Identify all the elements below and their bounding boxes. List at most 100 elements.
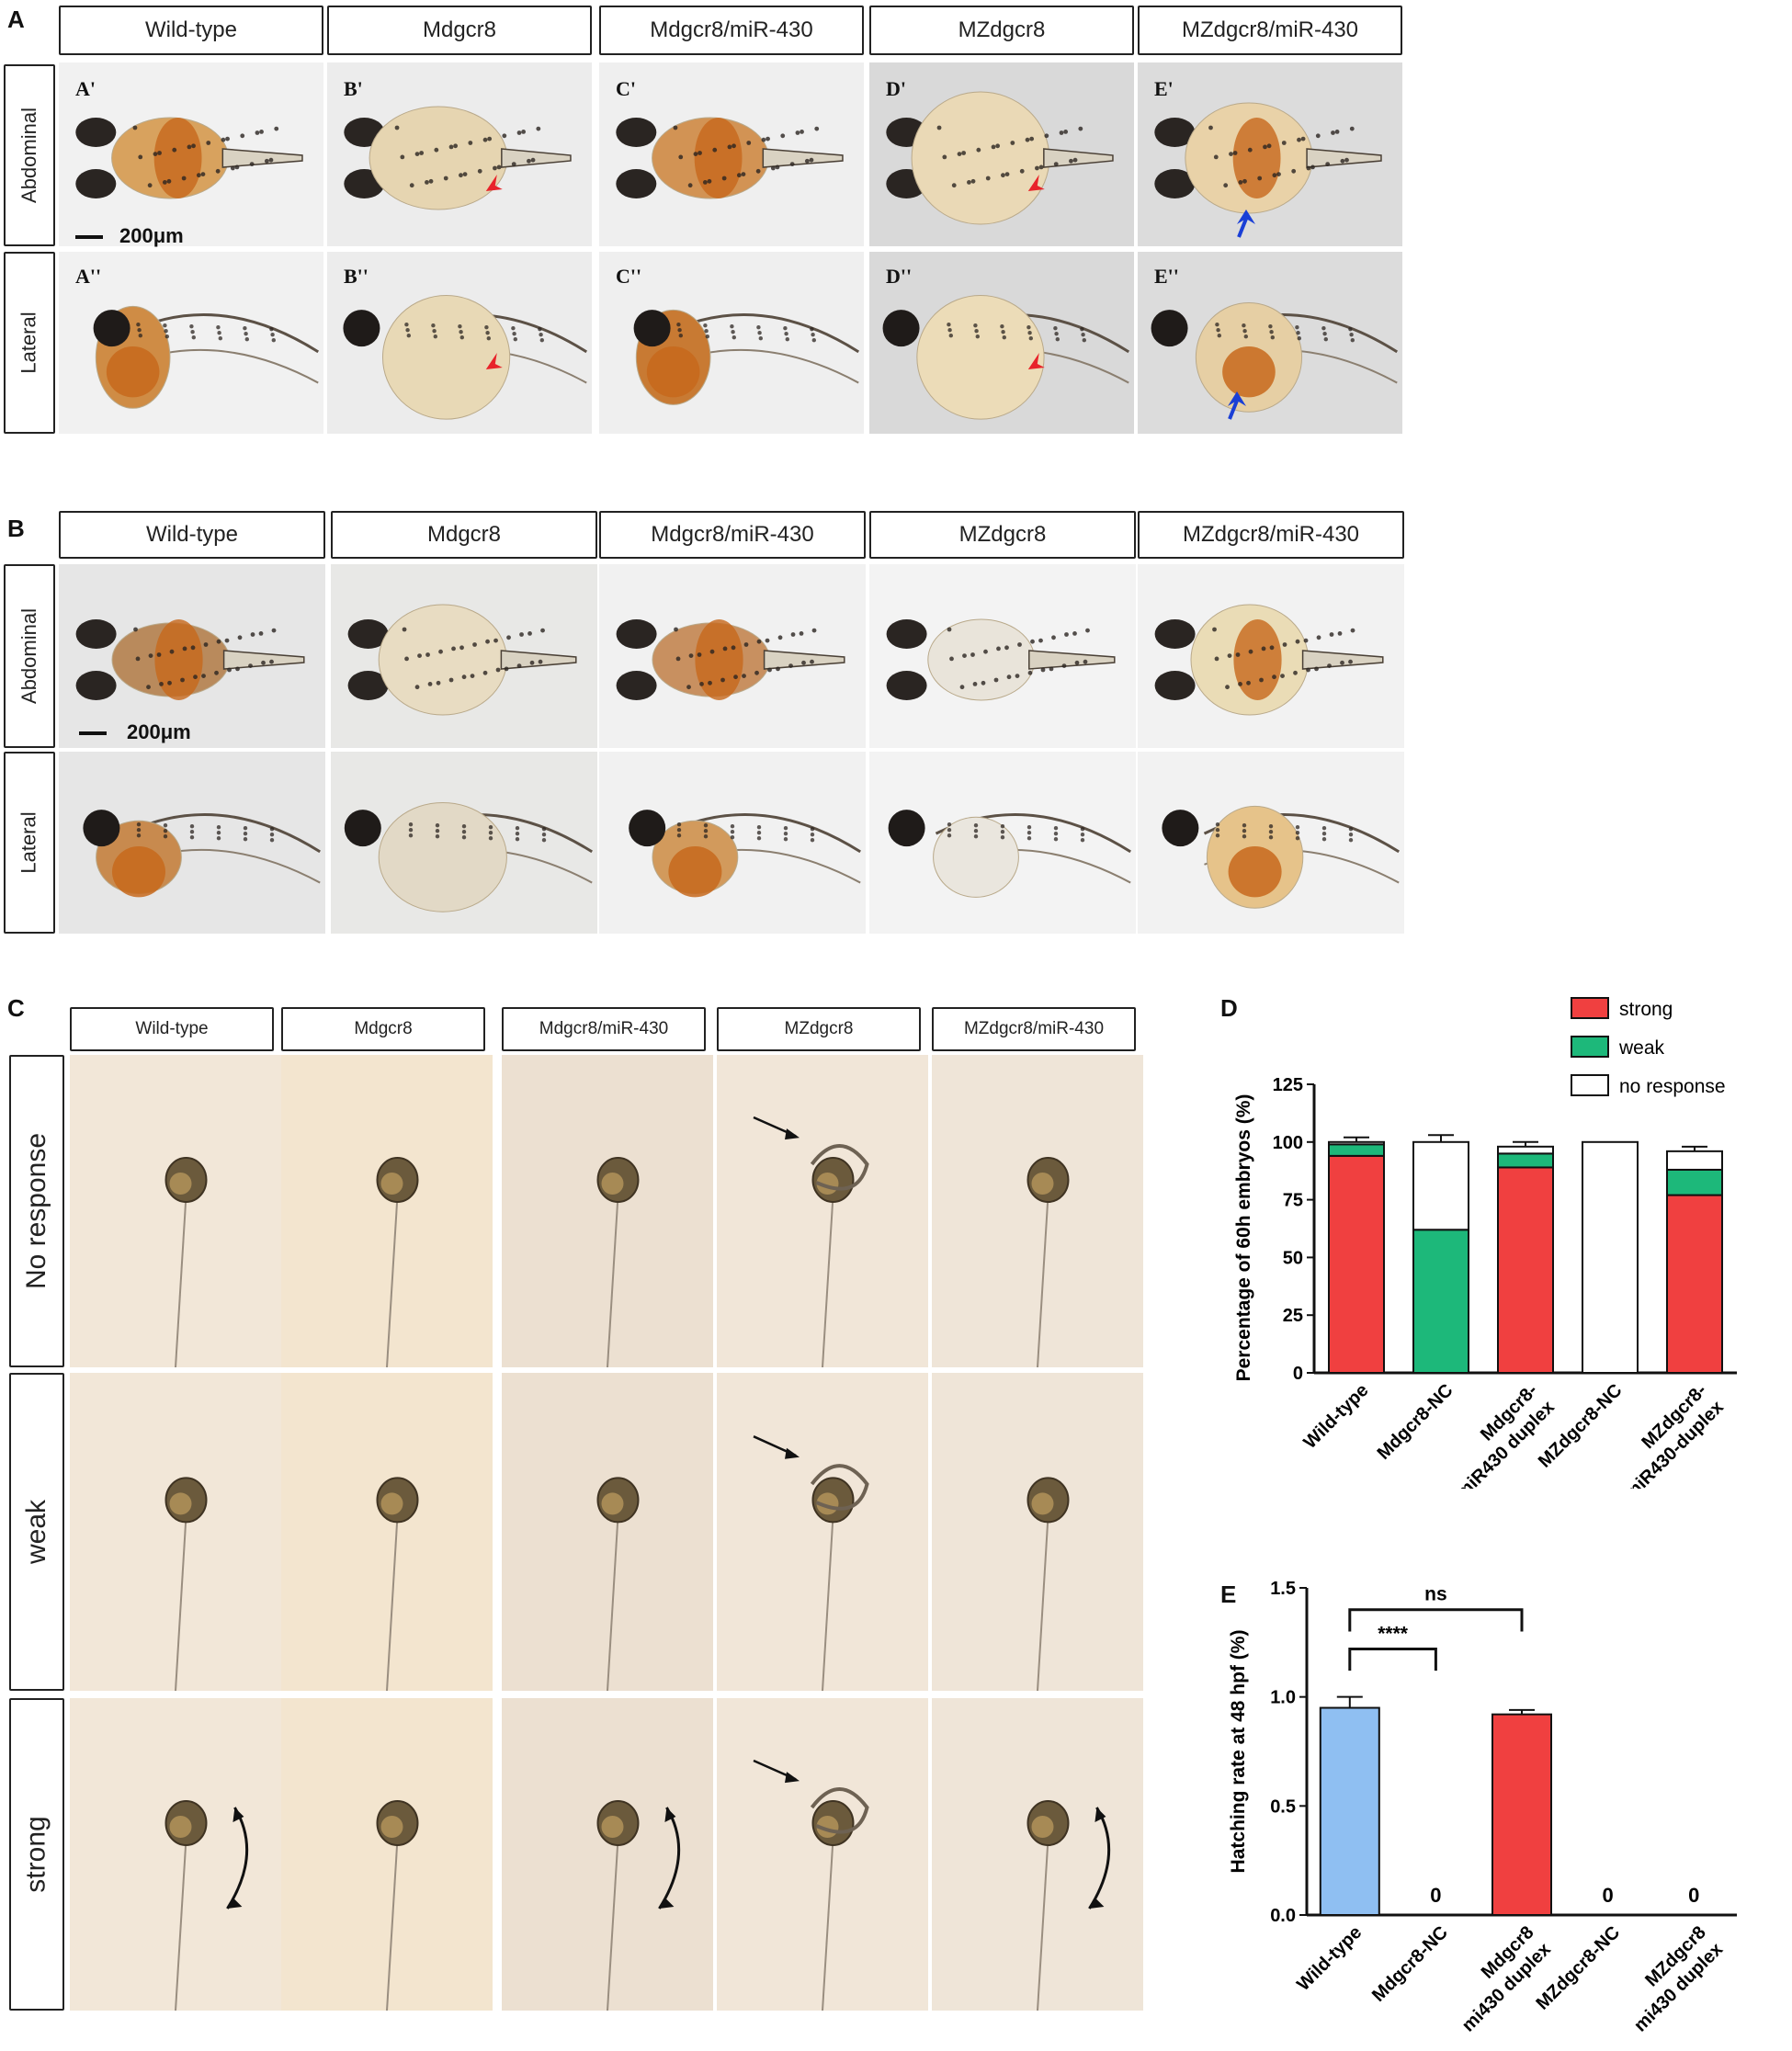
column-header: Mdgcr8 xyxy=(281,1007,485,1051)
embryo-image xyxy=(327,252,592,434)
bar-value-label: 0 xyxy=(1430,1884,1441,1907)
bar-segment-weak xyxy=(1666,1168,1723,1196)
embryo-image xyxy=(1138,252,1402,434)
x-tick-label: Wild-type xyxy=(1293,1922,1366,1995)
panel-sublabel: C' xyxy=(616,77,636,100)
embryo-image xyxy=(1138,752,1404,934)
stacked-bar-chart: 0 25 50 75 100 125 Percentage of 60h embryos (… xyxy=(1233,997,1737,1489)
embryo-image xyxy=(599,252,864,434)
column-header: Mdgcr8/miR-430 xyxy=(599,511,866,559)
panel-sublabel: C'' xyxy=(616,265,642,288)
embryo-image xyxy=(59,564,325,748)
x-tick-label: Mdgcr8-NC xyxy=(1368,1922,1452,2006)
scale-label: 200μm xyxy=(127,720,191,743)
x-tick-label: MZdgcr8mi430 duplex xyxy=(1614,1922,1728,2036)
embryo-image xyxy=(331,752,597,934)
bar-segment-weak xyxy=(1412,1229,1469,1375)
x-tick-label: MZdgcr8-NC xyxy=(1535,1380,1627,1472)
y-tick-label: 0 xyxy=(1293,1364,1303,1384)
panel-sublabel: A' xyxy=(75,77,96,100)
embryo-image xyxy=(502,1698,713,2011)
bar-value-label: 0 xyxy=(1602,1884,1613,1907)
column-header: Mdgcr8/miR-430 xyxy=(502,1007,706,1051)
embryo-image xyxy=(59,62,323,246)
x-tick-label: Wild-type xyxy=(1299,1380,1372,1453)
y-tick-label: 100 xyxy=(1273,1133,1303,1153)
embryo-image xyxy=(869,62,1134,246)
row-label-no-response: No response xyxy=(9,1055,64,1367)
embryo-image xyxy=(502,1055,713,1367)
embryo-image xyxy=(59,252,323,434)
bar-segment-weak xyxy=(1497,1152,1554,1169)
y-tick-label: 0.0 xyxy=(1270,1906,1296,1926)
bar-segment-strong xyxy=(1497,1166,1554,1374)
embryo-image xyxy=(70,1373,281,1691)
column-header: Mdgcr8 xyxy=(327,6,592,55)
hatching-bar-chart: 0.0 0.5 1.0 1.5 Hatching rate at 48 hpf (%) W… xyxy=(1228,1579,1737,2036)
legend-label: no response xyxy=(1619,1076,1726,1097)
column-header: Mdgcr8 xyxy=(331,511,597,559)
embryo-image xyxy=(502,1373,713,1691)
scale-bar xyxy=(75,235,103,239)
embryo-image xyxy=(932,1698,1143,2011)
column-header: MZdgcr8 xyxy=(717,1007,921,1051)
row-label-abdominal: Abdominal xyxy=(4,564,55,748)
embryo-image xyxy=(70,1698,281,2011)
embryo-image xyxy=(327,62,592,246)
panel-sublabel: A'' xyxy=(75,265,102,288)
panel-d-label: D xyxy=(1220,994,1238,1022)
bar-value-label: 0 xyxy=(1688,1884,1699,1907)
legend-label: weak xyxy=(1618,1037,1665,1059)
y-tick-label: 1.5 xyxy=(1270,1579,1296,1599)
x-tick-label: Mdgcr8mi430 duplex xyxy=(1441,1922,1555,2036)
embryo-image xyxy=(281,1373,493,1691)
embryo-image xyxy=(281,1698,493,2011)
panel-b-label: B xyxy=(7,515,25,542)
row-label-weak: weak xyxy=(9,1373,64,1691)
panel-sublabel: D'' xyxy=(886,265,913,288)
bar-segment-no-response xyxy=(1412,1140,1469,1231)
panel-sublabel: B'' xyxy=(344,265,369,288)
embryo-image xyxy=(869,564,1136,748)
y-tick-label: 0.5 xyxy=(1270,1796,1296,1817)
significance-label: ns xyxy=(1424,1584,1447,1605)
column-header: MZdgcr8/miR-430 xyxy=(1138,511,1404,559)
x-tick-label: Mdgcr8-NC xyxy=(1374,1380,1457,1464)
embryo-image xyxy=(70,1055,281,1367)
embryo-image xyxy=(717,1373,928,1691)
y-axis-label: Percentage of 60h embryos (%) xyxy=(1233,1094,1254,1382)
embryo-image xyxy=(869,252,1134,434)
embryo-image xyxy=(599,564,866,748)
embryo-image xyxy=(932,1055,1143,1367)
scale-bar xyxy=(79,731,107,735)
bar-segment-no-response xyxy=(1497,1145,1554,1155)
bar-segment-no-response xyxy=(1666,1150,1723,1171)
panel-sublabel: E'' xyxy=(1154,265,1179,288)
embryo-image xyxy=(599,752,866,934)
panel-e-label: E xyxy=(1220,1581,1237,1608)
column-header: MZdgcr8/miR-430 xyxy=(1138,6,1402,55)
legend-swatch xyxy=(1571,997,1609,1019)
y-tick-label: 25 xyxy=(1283,1306,1303,1326)
embryo-image xyxy=(1138,62,1402,246)
y-tick-label: 75 xyxy=(1283,1191,1303,1211)
panel-c-label: C xyxy=(7,994,25,1022)
y-tick-label: 125 xyxy=(1273,1075,1303,1095)
embryo-image xyxy=(932,1373,1143,1691)
panel-sublabel: E' xyxy=(1154,77,1174,100)
panel-a-label: A xyxy=(7,6,25,33)
scale-label: 200μm xyxy=(119,224,184,247)
significance-bracket xyxy=(1348,1608,1524,1632)
y-tick-label: 1.0 xyxy=(1270,1688,1296,1708)
bar-segment-weak xyxy=(1328,1143,1385,1157)
embryo-image xyxy=(1138,564,1404,748)
significance-bracket xyxy=(1348,1647,1437,1671)
legend-swatch xyxy=(1571,1036,1609,1058)
embryo-image xyxy=(869,752,1136,934)
x-tick-label: MZdgcr8-NC xyxy=(1533,1922,1625,2014)
panel-sublabel: B' xyxy=(344,77,363,100)
bar xyxy=(1491,1713,1552,1916)
bar-segment-strong xyxy=(1328,1154,1385,1374)
embryo-image xyxy=(717,1698,928,2011)
significance-label: **** xyxy=(1378,1623,1409,1644)
